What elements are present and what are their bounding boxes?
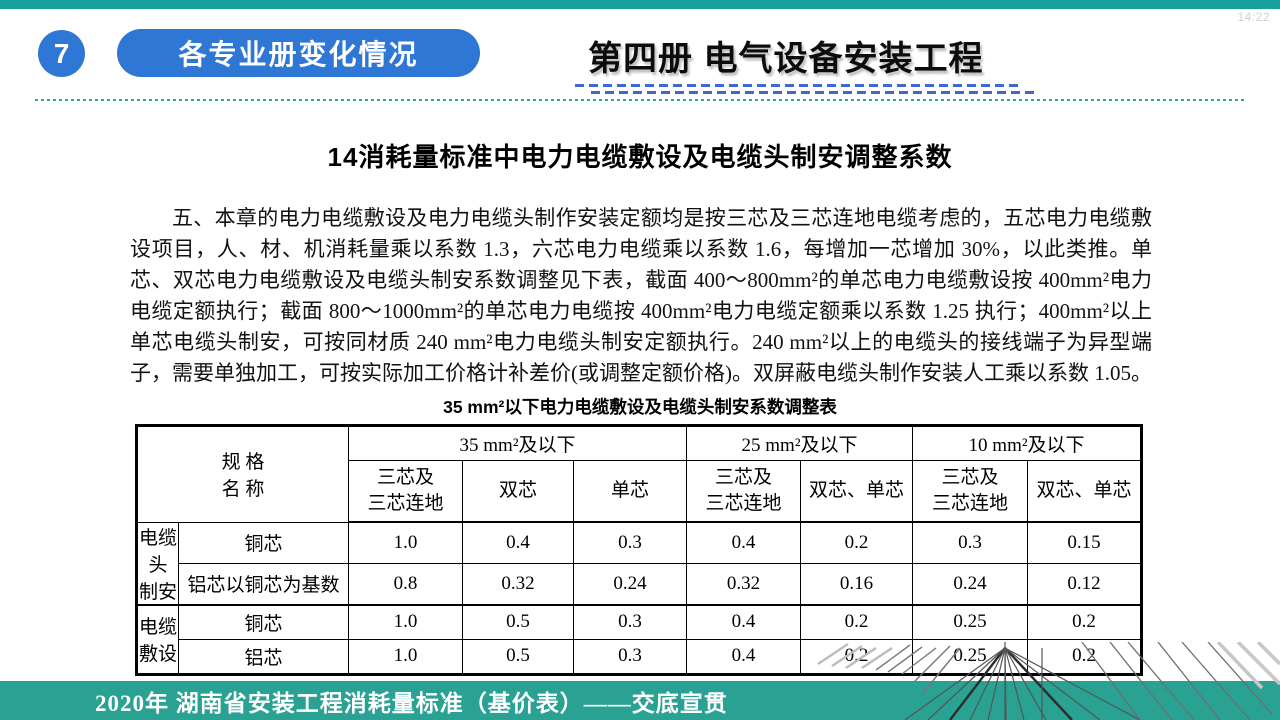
- body-paragraph: 五、本章的电力电缆敷设及电力电缆头制作安装定额均是按三芯及三芯连地电缆考虑的，五…: [130, 206, 1152, 385]
- section-pill: 各专业册变化情况: [117, 29, 480, 77]
- table-subheader: 双芯、单芯: [1027, 460, 1143, 523]
- table-caption: 35 mm²以下电力电缆敷设及电缆头制安系数调整表: [443, 397, 837, 417]
- table-cell: 0.4: [686, 521, 802, 564]
- table-cell: 0.3: [573, 603, 688, 640]
- blue-dashed-line-1: [575, 84, 1023, 87]
- table-group-10mm: 10 mm²及以下: [912, 425, 1143, 461]
- table-subheader: 三芯及 三芯连地: [912, 460, 1029, 523]
- table-header-spec-name: 规 格 名 称: [135, 425, 350, 523]
- blue-dashed-line-2: [591, 91, 1039, 94]
- content-heading: 14消耗量标准中电力电缆敷设及电缆头制安调整系数: [327, 142, 953, 172]
- table-cell: 0.2: [1027, 603, 1143, 640]
- table-cell: 0.24: [573, 562, 688, 606]
- row-spec: 铜芯: [177, 521, 350, 564]
- table-cell: 0.32: [686, 562, 802, 606]
- table-subheader: 三芯及 三芯连地: [686, 460, 802, 523]
- table-cell: 0.3: [573, 638, 688, 675]
- table-cell: 0.25: [912, 603, 1029, 640]
- row-group-cable-head: 电缆头 制安: [136, 521, 179, 605]
- teal-dashed-divider: [35, 99, 1245, 101]
- table-cell: 0.25: [912, 638, 1029, 675]
- top-accent-bar: [0, 0, 1280, 9]
- footer-bar: 2020年 湖南省安装工程消耗量标准（基价表）——交底宣贯: [0, 681, 1280, 720]
- clock-text: 14:22: [1237, 10, 1270, 24]
- table-subheader: 双芯: [462, 460, 575, 523]
- table-cell: 0.2: [800, 638, 914, 675]
- table-subheader: 单芯: [573, 460, 688, 523]
- section-number-badge: 7: [38, 30, 85, 77]
- row-spec: 铝芯: [177, 638, 350, 675]
- table-group-35mm: 35 mm²及以下: [348, 425, 688, 461]
- table-cell: 0.15: [1027, 521, 1143, 564]
- table-cell: 0.5: [462, 638, 575, 675]
- table-cell: 0.3: [912, 521, 1029, 564]
- table-cell: 1.0: [348, 603, 464, 640]
- table-cell: 0.4: [686, 638, 802, 675]
- section-pill-label: 各专业册变化情况: [178, 39, 419, 70]
- adjustment-coefficient-table: 规 格 名 称 35 mm²及以下 25 mm²及以下 10 mm²及以下 三芯…: [135, 424, 1144, 676]
- table-cell: 0.2: [800, 521, 914, 564]
- slide-title: 第四册 电气设备安装工程: [588, 40, 984, 78]
- table-cell: 1.0: [348, 638, 464, 675]
- table-cell: 0.16: [800, 562, 914, 606]
- table-group-25mm: 25 mm²及以下: [686, 425, 914, 461]
- table-cell: 0.2: [1027, 638, 1143, 675]
- row-spec: 铜芯: [177, 603, 350, 640]
- table-cell: 0.12: [1027, 562, 1143, 606]
- table-cell: 0.3: [573, 521, 688, 564]
- table-cell: 0.32: [462, 562, 575, 606]
- row-spec: 铝芯以铜芯为基数: [177, 562, 350, 606]
- footer-text: 2020年 湖南省安装工程消耗量标准（基价表）——交底宣贯: [95, 690, 728, 716]
- table-subheader: 双芯、单芯: [800, 460, 914, 523]
- table-cell: 0.24: [912, 562, 1029, 606]
- table-cell: 0.4: [686, 603, 802, 640]
- row-group-cable-laying: 电缆 敷设: [136, 603, 179, 675]
- table-cell: 0.5: [462, 603, 575, 640]
- table-cell: 0.4: [462, 521, 575, 564]
- table-cell: 0.2: [800, 603, 914, 640]
- table-subheader: 三芯及 三芯连地: [348, 460, 464, 523]
- table-cell: 0.8: [348, 562, 464, 606]
- table-cell: 1.0: [348, 521, 464, 564]
